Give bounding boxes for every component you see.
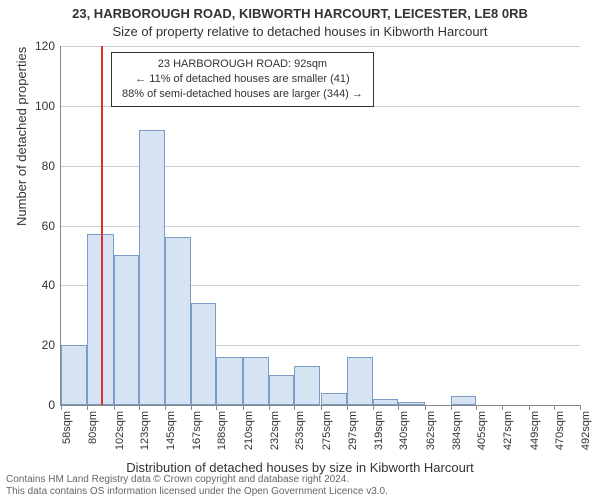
x-tick-mark — [373, 405, 374, 410]
x-tick-mark — [216, 405, 217, 410]
property-marker-line — [101, 46, 103, 405]
x-tick-mark — [61, 405, 62, 410]
histogram-bar — [451, 396, 476, 405]
footer-line-2: This data contains OS information licens… — [6, 486, 388, 498]
x-tick-mark — [191, 405, 192, 410]
chart-title-subtitle: Size of property relative to detached ho… — [0, 24, 600, 39]
x-tick-label: 492sqm — [580, 411, 592, 450]
y-tick-label: 120 — [35, 39, 55, 53]
x-tick-mark — [243, 405, 244, 410]
histogram-bar — [165, 237, 191, 405]
x-tick-label: 384sqm — [451, 411, 463, 450]
x-tick-label: 253sqm — [294, 411, 306, 450]
x-tick-mark — [398, 405, 399, 410]
x-tick-label: 167sqm — [191, 411, 203, 450]
x-tick-label: 123sqm — [139, 411, 151, 450]
histogram-bar — [191, 303, 216, 405]
histogram-bar — [61, 345, 87, 405]
x-axis-label: Distribution of detached houses by size … — [0, 460, 600, 475]
chart-title-address: 23, HARBOROUGH ROAD, KIBWORTH HARCOURT, … — [0, 6, 600, 21]
y-tick-label: 20 — [42, 338, 55, 352]
histogram-bar — [139, 130, 165, 405]
y-tick-label: 80 — [42, 159, 55, 173]
x-tick-label: 297sqm — [347, 411, 359, 450]
x-tick-label: 210sqm — [243, 411, 255, 450]
histogram-bar — [373, 399, 398, 405]
histogram-bar — [347, 357, 373, 405]
x-tick-label: 188sqm — [216, 411, 228, 450]
x-tick-mark — [529, 405, 530, 410]
histogram-bar — [294, 366, 320, 405]
x-tick-mark — [425, 405, 426, 410]
x-tick-mark — [294, 405, 295, 410]
histogram-bar — [321, 393, 347, 405]
plot-area: 02040608010012058sqm80sqm102sqm123sqm145… — [60, 46, 580, 406]
y-tick-label: 0 — [48, 398, 55, 412]
x-tick-mark — [580, 405, 581, 410]
x-tick-label: 58sqm — [61, 411, 73, 444]
x-tick-mark — [451, 405, 452, 410]
grid-line — [61, 46, 580, 47]
histogram-bar — [114, 255, 139, 405]
x-tick-mark — [347, 405, 348, 410]
x-tick-label: 405sqm — [476, 411, 488, 450]
x-tick-label: 80sqm — [87, 411, 99, 444]
y-tick-label: 100 — [35, 99, 55, 113]
histogram-bar — [243, 357, 269, 405]
x-tick-mark — [476, 405, 477, 410]
x-tick-label: 102sqm — [114, 411, 126, 450]
annotation-box: 23 HARBOROUGH ROAD: 92sqm ← 11% of detac… — [111, 52, 374, 107]
x-tick-label: 362sqm — [425, 411, 437, 450]
histogram-bar — [216, 357, 242, 405]
annotation-line-2: ← 11% of detached houses are smaller (41… — [122, 72, 363, 87]
y-tick-label: 40 — [42, 278, 55, 292]
x-tick-label: 145sqm — [165, 411, 177, 450]
footer-attribution: Contains HM Land Registry data © Crown c… — [6, 474, 388, 498]
y-axis-label: Number of detached properties — [14, 47, 29, 226]
x-tick-mark — [554, 405, 555, 410]
x-tick-label: 275sqm — [321, 411, 333, 450]
x-tick-mark — [269, 405, 270, 410]
x-tick-label: 319sqm — [373, 411, 385, 450]
histogram-bar — [269, 375, 294, 405]
x-tick-mark — [165, 405, 166, 410]
x-tick-mark — [87, 405, 88, 410]
x-tick-mark — [139, 405, 140, 410]
annotation-line-3: 88% of semi-detached houses are larger (… — [122, 87, 363, 102]
y-tick-label: 60 — [42, 219, 55, 233]
x-tick-label: 427sqm — [502, 411, 514, 450]
x-tick-mark — [114, 405, 115, 410]
histogram-bar — [398, 402, 424, 405]
x-tick-label: 232sqm — [269, 411, 281, 450]
property-size-chart: 23, HARBOROUGH ROAD, KIBWORTH HARCOURT, … — [0, 0, 600, 500]
x-tick-label: 340sqm — [398, 411, 410, 450]
x-tick-label: 470sqm — [554, 411, 566, 450]
x-tick-label: 449sqm — [529, 411, 541, 450]
annotation-line-1: 23 HARBOROUGH ROAD: 92sqm — [122, 57, 363, 72]
x-tick-mark — [502, 405, 503, 410]
footer-line-1: Contains HM Land Registry data © Crown c… — [6, 474, 388, 486]
x-tick-mark — [321, 405, 322, 410]
